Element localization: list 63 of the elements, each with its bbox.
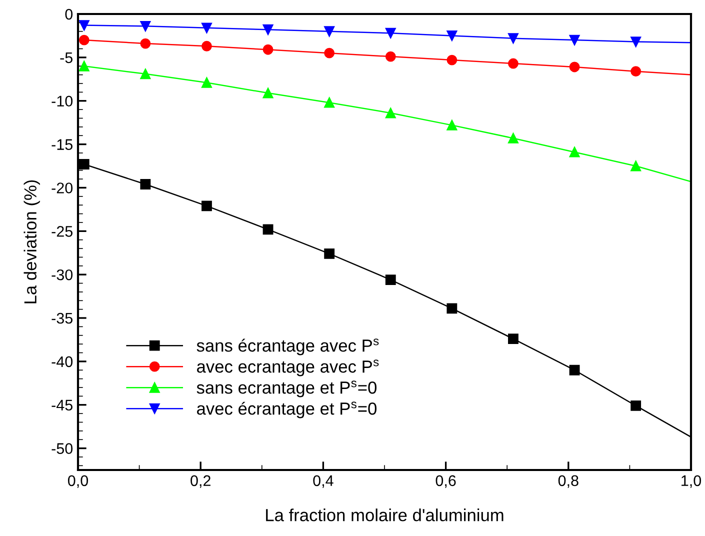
y-tick-label: -15 (52, 139, 72, 150)
y-tick-label: -35 (52, 312, 72, 324)
point (630, 160, 642, 172)
y-tick-label: -50 (52, 443, 73, 454)
x-tick-label: 0,2 (190, 475, 210, 488)
y-tick-label: 0 (65, 8, 73, 20)
point (324, 48, 335, 58)
point (262, 88, 274, 98)
point (262, 224, 274, 235)
point (140, 38, 151, 49)
point (446, 303, 458, 314)
point (78, 60, 90, 72)
legend-label: sans écrantage avec P$^{s}$ (196, 338, 379, 356)
y-tick-label: -25 (52, 226, 72, 237)
point (262, 44, 274, 55)
point (78, 34, 90, 46)
point (202, 22, 212, 34)
point (569, 62, 580, 72)
point (78, 20, 90, 30)
point (140, 68, 151, 80)
point (446, 120, 458, 130)
point (324, 26, 335, 37)
point (140, 179, 151, 190)
y-tick-label: -10 (52, 96, 73, 107)
point (630, 36, 642, 48)
point (446, 30, 458, 41)
point (446, 54, 458, 66)
point (262, 24, 274, 35)
point (569, 364, 580, 376)
point (140, 20, 151, 32)
x-tick-label: 1,0 (682, 475, 702, 488)
x-tick-label: 0,8 (558, 475, 578, 488)
point (569, 146, 580, 158)
point (508, 33, 518, 44)
y-tick-label: -5 (60, 52, 72, 64)
y-tick-label: -40 (52, 356, 73, 368)
point (324, 97, 335, 108)
point (385, 51, 396, 62)
point (202, 200, 212, 212)
legend-label: avec écrantage et P$^{s}$=0 (197, 402, 376, 418)
y-tick-label: -30 (52, 269, 73, 280)
point (385, 108, 396, 118)
point (508, 132, 518, 144)
point (508, 334, 518, 344)
x-tick-label: 0,0 (68, 475, 88, 488)
point (385, 28, 396, 38)
y-axis-title: La deviation (%) (24, 180, 40, 304)
point (569, 34, 580, 46)
point (630, 400, 642, 411)
point (202, 77, 212, 88)
point (324, 248, 335, 259)
x-tick-label: 0,6 (436, 475, 456, 488)
y-tick-label: -45 (52, 400, 72, 411)
point (385, 274, 396, 285)
y-tick-label: -20 (52, 182, 73, 194)
point (630, 66, 642, 77)
point (202, 40, 212, 52)
legend-label: sans ecrantage et P$^{s}$=0 (196, 380, 376, 398)
point (508, 58, 518, 69)
legend-label: avec ecrantage avec P$^{s}$ (197, 360, 379, 376)
point (78, 159, 90, 170)
x-tick-label: 0,4 (313, 475, 334, 488)
x-axis-title: La fraction molaire d'aluminium (266, 508, 504, 522)
